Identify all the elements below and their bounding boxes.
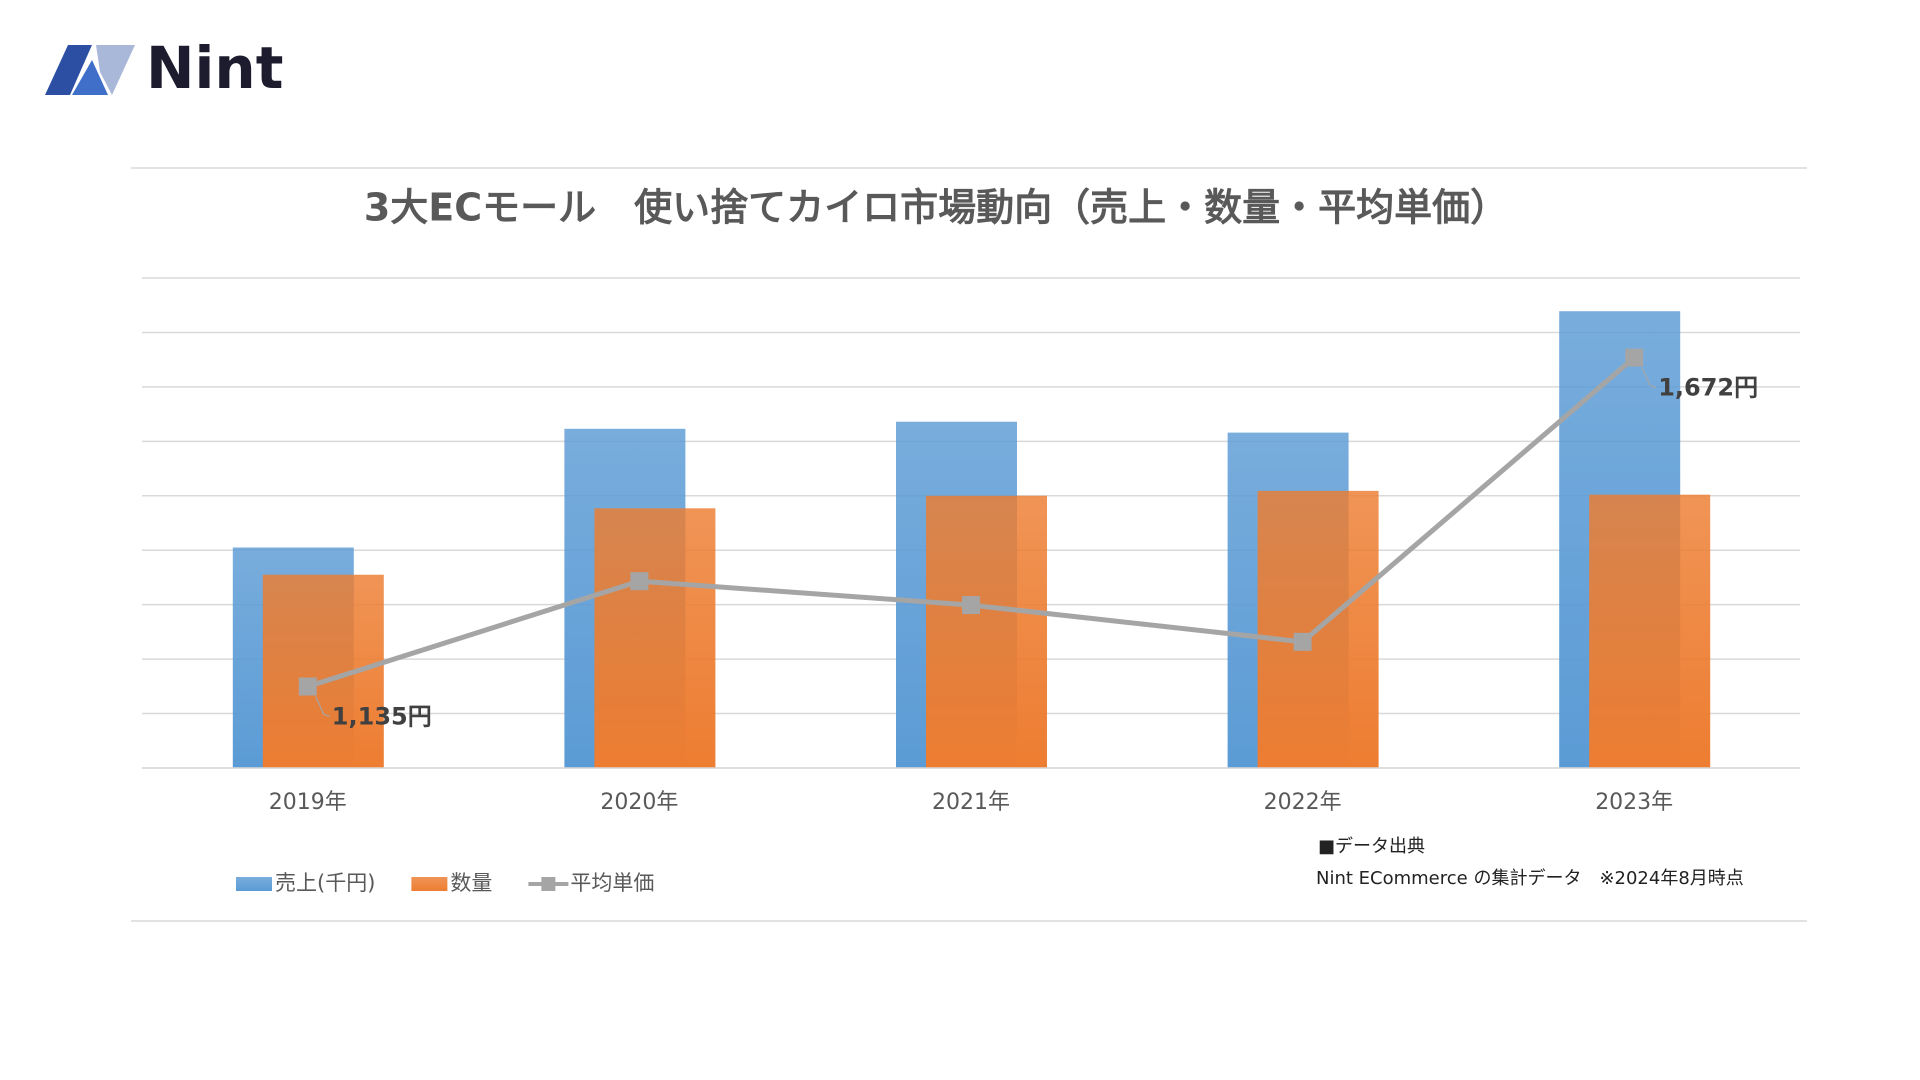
- bar: [262, 574, 384, 768]
- chart-title: 3大ECモール 使い捨てカイロ市場動向（売上・数量・平均単価）: [364, 186, 1508, 230]
- bar: [926, 495, 1047, 768]
- logo: Nint: [45, 34, 283, 102]
- marker: [298, 677, 317, 696]
- marker: [1625, 348, 1644, 367]
- legend-swatch: [541, 877, 556, 891]
- logo-mark: [72, 60, 108, 95]
- x-tick-label: 2019年: [269, 790, 347, 815]
- bar: [1589, 494, 1711, 768]
- legend-swatch: [411, 877, 448, 891]
- legend-label: 平均単価: [570, 871, 654, 895]
- marker: [1293, 632, 1312, 651]
- logo-mark: [96, 45, 135, 95]
- legend-swatch: [236, 877, 272, 891]
- source-heading: ■データ出典: [1318, 836, 1425, 857]
- marker: [630, 572, 649, 591]
- leader-line: [1641, 367, 1657, 389]
- logo-text: Nint: [146, 34, 283, 102]
- x-tick-label: 2020年: [600, 790, 678, 815]
- x-tick-label: 2021年: [932, 790, 1010, 815]
- marker: [962, 596, 980, 615]
- source-text: Nint ECommerce の集計データ ※2024年8月時点: [1316, 868, 1744, 889]
- x-tick-label: 2023年: [1595, 790, 1673, 815]
- logo-mark: [45, 45, 92, 95]
- bar: [594, 508, 716, 768]
- legend-label: 数量: [450, 871, 492, 895]
- leader-line: [315, 696, 330, 718]
- x-tick-label: 2022年: [1264, 790, 1342, 815]
- data-label: 1,672円: [1658, 374, 1758, 402]
- data-label: 1,135円: [332, 703, 432, 731]
- legend-label: 売上(千円): [275, 871, 375, 895]
